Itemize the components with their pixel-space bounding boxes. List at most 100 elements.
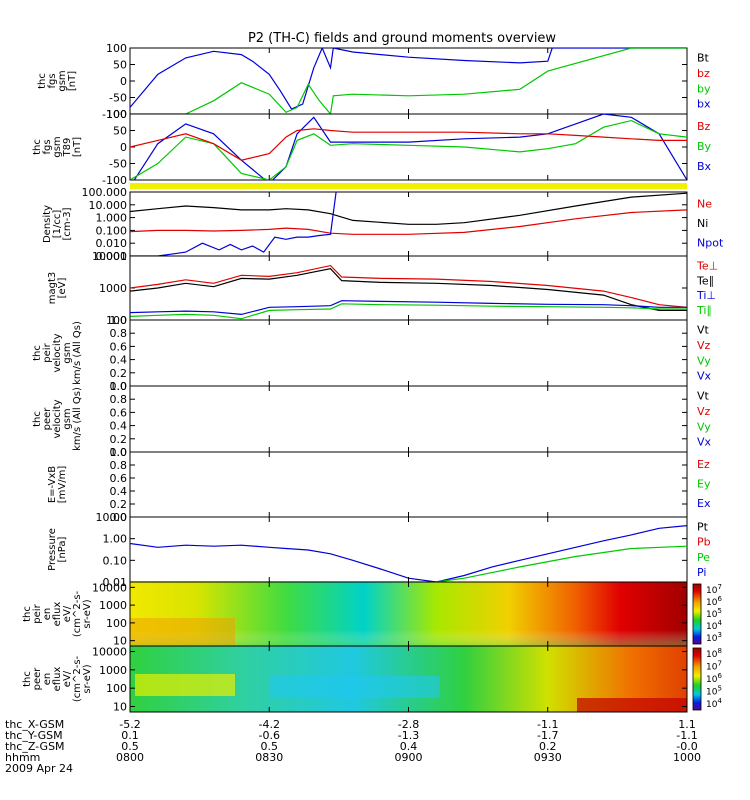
colorbar-label: 105 [706, 685, 722, 698]
legend-entry: bx [697, 98, 711, 111]
x-axis-value: 0830 [255, 751, 283, 764]
y-axis-label: km/s (All Qs) [72, 387, 83, 451]
y-axis-label: [nPa] [57, 536, 68, 562]
legend-entry: Bx [697, 160, 712, 173]
y-axis-label: km/s (All Qs) [72, 321, 83, 385]
y-axis-label: [cm-3] [62, 207, 73, 240]
y-axis-label: [nT] [67, 71, 78, 91]
y-tick-label: -50 [109, 92, 127, 105]
colorbar-label: 107 [706, 660, 722, 673]
y-tick-label: 0.6 [110, 340, 128, 353]
panel-frame [129, 385, 688, 453]
series-line-Pe [130, 545, 687, 582]
x-axis-value: -0.6 [259, 729, 280, 742]
panel-frame [129, 113, 688, 181]
colorbar-label: 106 [706, 672, 722, 685]
legend-entry: Ne [697, 198, 712, 211]
y-tick-label: 10 [113, 635, 127, 648]
y-axis-label: [1/cc] [52, 210, 63, 239]
y-tick-label: 100 [106, 42, 127, 55]
colorbar-ispec [692, 583, 702, 645]
y-tick-label: 0.4 [110, 420, 128, 433]
legend-entry: By [697, 140, 712, 153]
x-axis-value: 0.5 [121, 740, 139, 753]
legend-entry: Pb [697, 536, 711, 549]
legend-entry: Ti∥ [696, 304, 712, 317]
legend-entry: Vy [697, 420, 711, 433]
y-axis-label: Pressure [47, 528, 58, 571]
y-tick-label: 10000 [92, 581, 127, 594]
x-axis-value: 0.2 [539, 740, 557, 753]
colorbar-label: 108 [706, 647, 722, 660]
y-axis-label: magt3 [47, 272, 58, 305]
legend-entry: Ey [697, 478, 711, 491]
y-tick-label: 1.0 [110, 380, 128, 393]
y-tick-label: 0 [120, 75, 127, 88]
y-axis-label: gsm [57, 70, 68, 91]
y-tick-label: 0.4 [110, 485, 128, 498]
legend-entry: Ti⊥ [696, 289, 716, 302]
spectrogram-patch [135, 674, 235, 696]
y-axis-label: [nT] [72, 137, 83, 157]
legend-entry: Vx [697, 436, 712, 449]
legend-entry: Bt [697, 52, 710, 65]
y-tick-label: 0.10 [103, 554, 128, 567]
panel-frame [129, 255, 688, 321]
y-tick-label: 1000 [99, 664, 127, 677]
y-axis-label: thc [32, 411, 43, 427]
legend-entry: Vz [697, 339, 711, 352]
y-tick-label: 0.6 [110, 406, 128, 419]
x-axis-value: -1.1 [676, 729, 697, 742]
y-tick-label: 0.100 [96, 224, 128, 237]
y-tick-label: 1.0 [110, 446, 128, 459]
y-tick-label: 0.001 [96, 250, 128, 263]
y-tick-label: 1000 [99, 282, 127, 295]
y-axis-label: thc [22, 671, 33, 687]
y-axis-label: [eV] [57, 278, 68, 299]
x-axis-date: 2009 Apr 24 [5, 762, 73, 775]
y-axis-label: gsm [52, 136, 63, 157]
y-axis-label: eV/ [62, 670, 73, 687]
colorbar-label: 104 [706, 697, 722, 710]
y-axis-label: (cm^2-s- [72, 590, 83, 637]
series-group [130, 525, 687, 582]
x-axis-value: 0.5 [261, 740, 279, 753]
spectrogram-patch [130, 618, 235, 646]
y-axis-label: peir [42, 342, 53, 362]
y-axis-label: fgs [42, 139, 53, 154]
y-tick-label: 100 [106, 108, 127, 121]
series-line-Te⊥ [130, 264, 687, 308]
y-tick-label: 0.8 [110, 393, 128, 406]
y-axis-label: (cm^2-s- [72, 655, 83, 702]
y-tick-label: 0.8 [110, 327, 128, 340]
x-axis-value: -1.7 [537, 729, 558, 742]
x-axis-value: -1.3 [398, 729, 419, 742]
series-group [130, 48, 687, 114]
y-tick-label: 0.4 [110, 354, 128, 367]
x-axis-value: -0.0 [676, 740, 697, 753]
y-tick-label: 0.8 [110, 459, 128, 472]
y-axis-label: en [42, 608, 53, 621]
y-tick-label: 0.0 [110, 446, 128, 459]
series-line-Ne [130, 209, 687, 235]
y-axis-label: sr-eV) [82, 664, 93, 693]
y-tick-label: 10.000 [89, 199, 128, 212]
y-axis-label: en [42, 673, 53, 686]
y-tick-label: 1.0 [110, 314, 128, 327]
panel-frame [129, 451, 688, 518]
legend-entry: Pt [697, 521, 709, 534]
series-group [130, 192, 687, 256]
x-axis-row-label: thc_Y-GSM [5, 729, 63, 742]
panel-fgs: 100 50 0 -50 -100 thc fgs gsm [nT] Bt bz by bx [37, 42, 711, 121]
legend-entry: Ez [697, 458, 710, 471]
x-axis-value: 1000 [673, 751, 701, 764]
y-tick-label: 0.0 [110, 511, 128, 524]
y-axis-label: peer [42, 407, 53, 431]
y-axis-label: fgs [47, 73, 58, 88]
x-axis-row-label: hhmm [5, 751, 40, 764]
legend-entry: Te∥ [696, 274, 714, 287]
x-axis-value: -2.8 [398, 718, 419, 731]
x-axis-value: 0.1 [121, 729, 139, 742]
